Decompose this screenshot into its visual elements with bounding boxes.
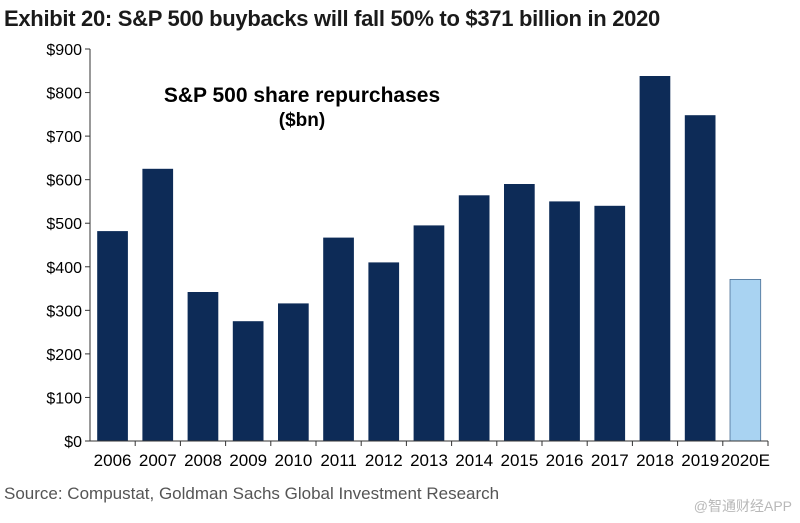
y-tick-label: $500 xyxy=(46,216,82,233)
x-tick-label: 2017 xyxy=(591,451,629,470)
bars xyxy=(97,76,762,442)
bar-2010 xyxy=(278,303,309,441)
x-tick-label: 2019 xyxy=(681,451,719,470)
x-tick-label: 2015 xyxy=(500,451,538,470)
x-tick-label: 2018 xyxy=(636,451,674,470)
bar-2012 xyxy=(368,262,400,441)
bar-2020e xyxy=(729,278,762,442)
x-tick-label: 2007 xyxy=(139,451,177,470)
source-note: Source: Compustat, Goldman Sachs Global … xyxy=(4,484,500,503)
x-axis: 2006 2007 2008 2009 2010 2011 2012 2013 2014 2015… xyxy=(90,440,770,470)
y-tick-label: $400 xyxy=(46,260,82,277)
y-tick-label: $700 xyxy=(46,129,82,146)
bar-2006 xyxy=(97,231,128,441)
watermark: @智通财经APP xyxy=(693,498,792,514)
chart-subtitle: ($bn) xyxy=(279,110,325,131)
x-tick-label: 2012 xyxy=(365,451,403,470)
bar-2015 xyxy=(504,184,535,441)
bar-2019 xyxy=(684,115,716,441)
x-tick-label: 2016 xyxy=(546,451,584,470)
bar-2013 xyxy=(413,225,445,441)
y-tick-label: $100 xyxy=(46,390,82,407)
x-tick-label: 2008 xyxy=(184,451,222,470)
bar-2007 xyxy=(142,168,174,442)
y-axis: $0 $100 $200 $300 $400 $500 $600 $700 $800 $900 xyxy=(46,42,91,451)
y-tick-label: $200 xyxy=(46,347,82,364)
x-tick-label: 2020E xyxy=(721,451,770,470)
bar-2014 xyxy=(458,195,490,441)
bar-2009 xyxy=(232,321,264,441)
bar-2017 xyxy=(594,205,626,441)
y-tick-label: $900 xyxy=(46,42,82,59)
chart-title: S&P 500 share repurchases xyxy=(164,84,440,107)
bar-2011 xyxy=(323,237,354,441)
bar-2008 xyxy=(187,292,219,441)
bar-2016 xyxy=(549,201,580,441)
x-tick-label: 2010 xyxy=(274,451,312,470)
x-tick-label: 2013 xyxy=(410,451,448,470)
x-tick-label: 2011 xyxy=(320,451,357,470)
x-tick-label: 2009 xyxy=(229,451,267,470)
y-tick-label: $600 xyxy=(46,173,82,190)
bar-2018 xyxy=(639,76,671,441)
y-tick-label: $0 xyxy=(64,434,82,451)
x-tick-label: 2006 xyxy=(94,451,132,470)
x-tick-label: 2014 xyxy=(455,451,493,470)
exhibit-title: Exhibit 20: S&P 500 buybacks will fall 5… xyxy=(4,6,660,31)
y-tick-label: $300 xyxy=(46,303,82,320)
y-tick-label: $800 xyxy=(46,86,82,103)
